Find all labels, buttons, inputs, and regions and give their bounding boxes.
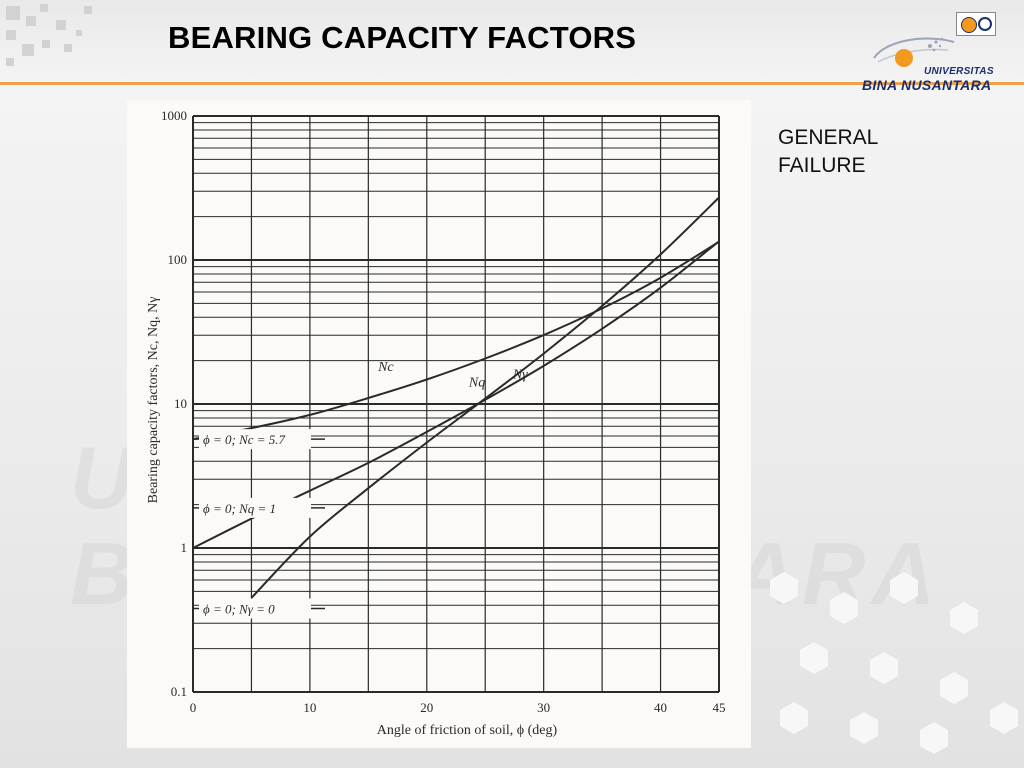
chart-grid — [192, 115, 720, 693]
hexagon-pattern — [770, 572, 1018, 754]
chart-series: Nc Nq Nγ — [192, 196, 720, 599]
university-logo: UNIVERSITAS BINA NUSANTARA — [856, 12, 1016, 96]
series-line-nc — [192, 240, 720, 441]
x-tick-label: 45 — [713, 700, 726, 715]
x-tick-label: 40 — [654, 700, 667, 715]
orange-dot-icon — [961, 17, 977, 33]
x-tick-label: 10 — [303, 700, 316, 715]
annotation-bg — [199, 598, 311, 619]
y-tick-label: 1 — [181, 540, 188, 555]
x-tick-label: 20 — [420, 700, 433, 715]
logo-text-top: UNIVERSITAS — [924, 66, 994, 77]
x-axis-label: Angle of friction of soil, ϕ (deg) — [377, 723, 558, 738]
slide-title: BEARING CAPACITY FACTORS — [168, 20, 637, 55]
x-tick-label: 0 — [190, 700, 197, 715]
failure-type-note: GENERAL FAILURE — [778, 124, 978, 180]
logo-swoosh-icon — [873, 37, 955, 67]
annotation-bg — [199, 429, 311, 450]
y-tick-label: 0.1 — [171, 684, 187, 699]
navy-dot-icon — [978, 17, 992, 31]
y-axis-label: Bearing capacity factors, Nc, Nq, Nγ — [146, 297, 161, 504]
y-tick-label: 100 — [168, 252, 188, 267]
annotation-label: ϕ = 0; Nc = 5.7 — [203, 432, 286, 447]
note-line-2: FAILURE — [778, 154, 866, 177]
note-line-1: GENERAL — [778, 126, 879, 149]
chart-ticks: 0 10 20 30 40 45 0.1 1 10 100 1000 — [161, 108, 726, 715]
series-label: Nc — [377, 360, 394, 375]
header-band — [0, 0, 1024, 84]
annotation-bg — [199, 497, 311, 518]
annotation-label: ϕ = 0; Nγ = 0 — [203, 602, 275, 617]
y-tick-label: 10 — [174, 396, 187, 411]
header-accent-rule — [0, 82, 1024, 85]
annotation-label: ϕ = 0; Nq = 1 — [203, 501, 276, 516]
chart-annotations: ϕ = 0; Nc = 5.7 ϕ = 0; Nq = 1 ϕ = 0; Nγ = … — [193, 429, 325, 619]
logo-text-bottom: BINA NUSANTARA — [862, 77, 992, 93]
slide-control-icons[interactable] — [956, 12, 996, 36]
x-tick-label: 30 — [537, 700, 550, 715]
series-label: Nγ — [512, 368, 528, 383]
series-label: Nq — [468, 376, 485, 391]
y-tick-label: 1000 — [161, 108, 187, 123]
